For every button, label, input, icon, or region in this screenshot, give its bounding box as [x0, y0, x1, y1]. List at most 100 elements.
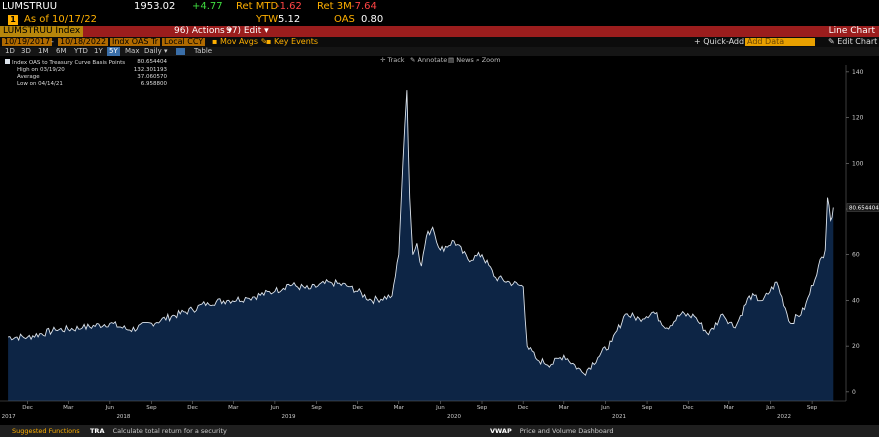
x-year-label: 2017 [2, 414, 16, 420]
legend-avg-value: 37.060570 [137, 74, 167, 80]
chevron-down-icon: ▾ [227, 26, 233, 36]
period-label: Daily [144, 47, 162, 55]
function-description: Calculate total return for a security [112, 427, 227, 435]
field-select[interactable]: Indx OAS Tr [110, 37, 161, 46]
table-button[interactable]: Table [194, 47, 213, 55]
chevron-down-icon: ▾ [264, 26, 269, 36]
chart-legend[interactable]: Index OAS to Treasury Curve Basis Points… [3, 58, 169, 89]
x-year-label: 2021 [612, 414, 626, 420]
function-key: VWAP [490, 427, 512, 435]
legend-series-label: Index OAS to Treasury Curve Basis Points [5, 59, 125, 67]
x-tick-label: Mar [559, 405, 570, 411]
key-events-button[interactable]: ▪ Key Events [266, 37, 318, 47]
range-ytd[interactable]: YTD [74, 47, 88, 55]
news-icon: ▤ [448, 56, 455, 64]
index-label[interactable]: LUMSTRUU Index [0, 26, 84, 37]
price-change: +4.77 [192, 1, 223, 12]
legend-series-row: Index OAS to Treasury Curve Basis Points… [5, 59, 167, 67]
mov-avgs-label: Mov Avgs [219, 37, 259, 46]
edit-chart-button[interactable]: ✎ Edit Chart [828, 37, 877, 47]
series-area-fill [8, 90, 834, 401]
actions-menu[interactable]: 96) Actions ▾ [174, 26, 232, 37]
x-year-label: 2019 [281, 414, 295, 420]
last-price: 1953.02 [134, 1, 176, 12]
pencil-icon: ✎ [260, 37, 268, 46]
y-tick-label: 100 [852, 160, 864, 167]
x-tick-label: Dec [683, 405, 694, 411]
x-tick-label: Dec [352, 405, 363, 411]
suggested-function-vwap[interactable]: VWAP Price and Volume Dashboard [490, 425, 614, 437]
last-value-marker [846, 203, 879, 212]
x-tick-label: Sep [311, 405, 322, 411]
chevron-down-icon: ▾ [163, 47, 168, 55]
pencil-icon: ✎ [410, 56, 416, 64]
x-tick-label: Dec [518, 405, 529, 411]
legend-avg-label: Average [17, 74, 40, 80]
x-tick-label: Dec [22, 405, 33, 411]
edit-chart-label: Edit Chart [837, 37, 878, 46]
range-1d[interactable]: 1D [5, 47, 15, 55]
x-tick-label: Jun [435, 405, 445, 411]
ret-3m-label: Ret 3M [317, 1, 352, 12]
x-year-label: 2022 [777, 414, 791, 420]
x-tick-label: Dec [187, 405, 198, 411]
add-data-input[interactable]: Add Data [745, 38, 815, 46]
currency-select[interactable]: Local CCY [162, 37, 206, 46]
asof-label: As of 10/17/22 [24, 14, 97, 25]
range-max[interactable]: Max [125, 47, 140, 55]
legend-high-row: High on 03/19/20 132.301193 [5, 67, 167, 74]
ytw-label: YTW [256, 14, 279, 25]
quick-add-label: Quick-Add [703, 37, 745, 46]
x-tick-label: Sep [146, 405, 157, 411]
x-tick-label: Mar [394, 405, 405, 411]
track-button[interactable]: ✛ Track [380, 56, 405, 65]
annotate-button[interactable]: ✎ Annotate [410, 56, 447, 65]
legend-avg-row: Average 37.060570 [5, 74, 167, 81]
range-5y[interactable]: 5Y [107, 47, 120, 56]
range-selector: 1D 3D 1M 6M YTD 1Y 5Y Max Daily ▾ Table [0, 47, 879, 56]
actions-number: 96) [174, 26, 189, 36]
range-1m[interactable]: 1M [38, 47, 49, 55]
actions-label: Actions [191, 26, 225, 36]
period-select[interactable]: Daily ▾ [144, 47, 167, 56]
edit-menu[interactable]: 97) Edit ▾ [226, 26, 269, 37]
line-chart[interactable]: 02040608010012014080.654404DecMarJunSepD… [0, 65, 879, 425]
legend-title: Index OAS to Treasury Curve Basis Points [12, 60, 126, 66]
suggested-functions-label: Suggested Functions [12, 427, 80, 435]
crosshair-icon: ✛ [380, 56, 386, 64]
quick-add-button[interactable]: + Quick-Add ▾ [694, 37, 751, 47]
suggested-function-tra[interactable]: TRA Calculate total return for a securit… [90, 425, 227, 437]
x-tick-label: Jun [270, 405, 280, 411]
zoom-button[interactable]: ⌕ Zoom [476, 56, 500, 65]
range-1y[interactable]: 1Y [94, 47, 103, 55]
mov-avgs-button[interactable]: ▪ Mov Avgs ✎ [212, 37, 267, 47]
series-swatch-icon [5, 59, 10, 64]
legend-last-value: 80.654404 [137, 59, 167, 65]
x-tick-label: Mar [63, 405, 74, 411]
end-date-field[interactable]: 10/18/2022 [58, 37, 109, 46]
legend-high-label: High on 03/19/20 [17, 67, 65, 73]
x-tick-label: Sep [642, 405, 653, 411]
y-tick-label: 40 [852, 297, 860, 304]
checkbox-icon: ▪ [266, 37, 272, 46]
checkbox-icon: ▪ [212, 37, 218, 46]
news-button[interactable]: ▤ News [448, 56, 474, 65]
legend-low-row: Low on 04/14/21 6.958800 [5, 81, 167, 88]
range-6m[interactable]: 6M [56, 47, 67, 55]
oas-value: 0.80 [361, 14, 384, 25]
x-year-label: 2018 [116, 414, 130, 420]
asof-badge-icon: 1 [8, 15, 18, 25]
news-label: News [456, 56, 474, 64]
chart-title: Line Chart [828, 26, 875, 36]
x-tick-label: Jun [765, 405, 775, 411]
pencil-icon: ✎ [828, 37, 835, 46]
legend-low-value: 6.958800 [140, 81, 167, 87]
ticker-label[interactable]: LUMSTRUU [2, 1, 58, 12]
chart-canvas[interactable]: 02040608010012014080.654404DecMarJunSepD… [0, 65, 879, 425]
range-3d[interactable]: 3D [21, 47, 31, 55]
function-key: TRA [90, 427, 105, 435]
start-date-field[interactable]: 10/19/2017 [2, 37, 53, 46]
chart-type-icon[interactable] [176, 48, 185, 55]
function-bar: LUMSTRUU Index 96) Actions ▾ 97) Edit ▾ … [0, 26, 879, 37]
edit-number: 97) [226, 26, 241, 36]
